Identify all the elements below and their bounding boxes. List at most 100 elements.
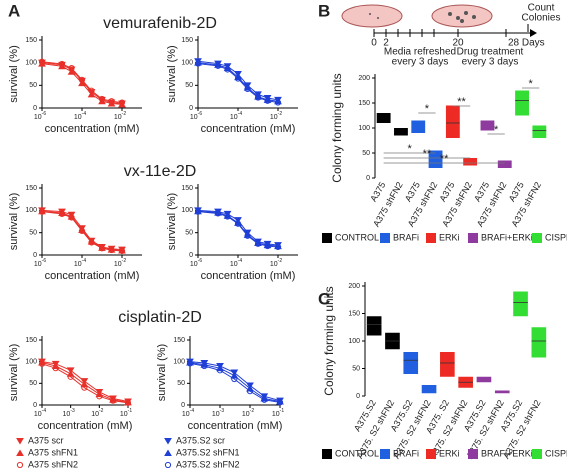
data-point: [234, 220, 242, 227]
timeline-note: every 3 days: [462, 57, 519, 68]
timeline-note: Colonies: [522, 13, 561, 24]
y-tick-label: 0: [33, 105, 37, 112]
data-point: [243, 231, 252, 238]
y-axis-title: survival (%): [156, 344, 168, 401]
legend-swatch: [468, 449, 478, 459]
x-tick-label: 10-2: [91, 408, 103, 418]
x-axis-title: concentration (mM): [201, 123, 296, 135]
data-point: [246, 388, 254, 395]
data-point: [201, 362, 208, 370]
y-tick-label: 50: [29, 82, 37, 89]
data-point: [38, 360, 46, 367]
y-tick-label: 150: [181, 37, 193, 44]
y-tick-label: 150: [25, 185, 37, 192]
timeline-note: Drug treatment: [457, 47, 524, 58]
data-point: [254, 240, 262, 247]
range-box: [403, 352, 419, 374]
y-tick-label: 0: [33, 402, 37, 409]
data-point: [38, 359, 46, 366]
timeline-label: 2: [383, 38, 389, 49]
x-tick-power: -2: [122, 111, 127, 117]
legend-swatch: [426, 449, 436, 459]
range-box: [421, 385, 437, 394]
timeline-label: 0: [371, 38, 377, 49]
y-axis-title: survival (%): [8, 193, 20, 250]
y-tick-label: 200: [358, 75, 370, 82]
panel-label: C: [318, 289, 330, 308]
y-tick-label: 150: [25, 337, 37, 344]
y-axis-title: Colony forming units: [322, 286, 336, 395]
dose-curve: [41, 61, 123, 104]
x-tick-power: -4: [190, 408, 195, 414]
legend-label: ERKi: [439, 232, 460, 242]
timeline-note: every 3 days: [392, 57, 449, 68]
data-point: [78, 226, 86, 233]
significance-label: **: [440, 153, 449, 165]
data-point: [186, 360, 194, 367]
y-tick-label: 50: [185, 82, 193, 89]
range-box: [376, 113, 391, 123]
dose-curve: [197, 63, 279, 104]
y-axis-title: survival (%): [166, 45, 178, 102]
data-point: [214, 210, 222, 217]
x-axis-title: concentration (mM): [201, 270, 296, 282]
x-tick-label: 10-6: [34, 258, 46, 268]
legend-swatch: [532, 233, 542, 243]
x-tick-power: -4: [82, 258, 87, 264]
timeline-diagram: 0 2 20 28 Days Media refreshed every 3 d…: [341, 3, 561, 68]
legend-swatch: [468, 233, 478, 243]
x-tick-label: 10-4: [74, 258, 86, 268]
x-tick-label: 10-4: [182, 408, 194, 418]
legend-swatch: [532, 449, 542, 459]
data-point: [78, 76, 86, 83]
y-tick-label: 150: [181, 185, 193, 192]
x-tick-power: -6: [42, 111, 47, 117]
dose-curve: [189, 362, 281, 403]
legend-swatch: [380, 233, 390, 243]
range-box: [463, 158, 478, 166]
x-tick-power: -2: [99, 408, 104, 414]
data-point: [264, 242, 271, 250]
data-point: [224, 213, 231, 220]
x-tick-label: 10-4: [74, 111, 86, 121]
significance-label: **: [457, 96, 466, 108]
legend-marker: [164, 461, 172, 468]
y-tick-label: 0: [189, 105, 193, 112]
legend-swatch: [322, 449, 332, 459]
legend-marker: [16, 438, 24, 445]
y-tick-label: 0: [356, 393, 360, 400]
data-point: [244, 232, 251, 239]
x-tick-label: 10-6: [190, 111, 202, 121]
y-tick-label: 50: [29, 230, 37, 237]
y-axis-title: survival (%): [8, 45, 20, 102]
timeline-arrow: [530, 29, 537, 37]
y-axis-title: survival (%): [166, 193, 178, 250]
section-title: cisplatin-2D: [118, 309, 202, 326]
dose-curve: [197, 60, 279, 101]
legend-label: BRAFi: [393, 448, 419, 458]
data-point: [109, 397, 117, 404]
legend-label: A375.S2 scr: [176, 435, 225, 445]
dose-curve: [197, 209, 279, 246]
data-point: [214, 62, 222, 69]
y-tick-label: 50: [362, 150, 370, 157]
y-tick-label: 100: [25, 359, 37, 366]
dish: [341, 4, 403, 28]
x-tick-label: 10-3: [212, 408, 224, 418]
data-point: [58, 210, 66, 218]
range-box: [531, 327, 547, 358]
legend-label: CONTROL: [335, 448, 379, 458]
y-tick-label: 100: [348, 338, 360, 345]
significance-label: *: [494, 124, 499, 136]
range-box: [394, 128, 408, 136]
significance-label: *: [407, 143, 412, 155]
x-tick-power: -4: [238, 111, 243, 117]
y-tick-label: 100: [181, 207, 193, 214]
x-tick-label: 10-3: [63, 408, 75, 418]
legend-label: CONTROL: [335, 232, 379, 242]
range-box: [411, 120, 426, 133]
x-tick-power: -6: [198, 111, 203, 117]
data-point: [274, 99, 282, 106]
significance-label: *: [529, 78, 534, 90]
